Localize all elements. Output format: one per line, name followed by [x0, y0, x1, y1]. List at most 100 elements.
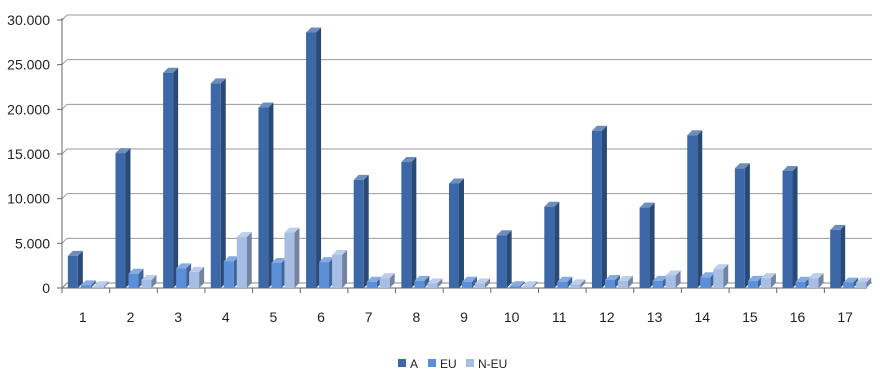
bar-top — [795, 276, 811, 282]
bar-front — [700, 277, 711, 288]
bar-top — [782, 165, 798, 171]
bar-side — [363, 174, 369, 288]
gridline-side — [61, 148, 68, 155]
bar-front — [414, 280, 425, 288]
bar-A-11 — [544, 201, 560, 288]
bar-front — [856, 282, 867, 288]
bar-side — [840, 224, 846, 288]
bar-side — [151, 274, 157, 288]
bar-N-EU-5 — [284, 227, 300, 288]
bar-side — [389, 273, 395, 288]
bar-N-EU-13 — [665, 270, 681, 288]
gridline-side — [61, 103, 68, 110]
bar-top — [509, 281, 525, 287]
bar-side — [567, 276, 573, 288]
bar-side — [103, 281, 109, 288]
bar-A-7 — [353, 174, 369, 288]
bar-side — [424, 275, 430, 288]
bar-side — [459, 178, 464, 288]
bar-side — [411, 157, 417, 288]
bar-side — [125, 148, 131, 288]
bar-side — [220, 78, 226, 288]
bar-front — [163, 72, 174, 288]
bar-top — [379, 273, 395, 279]
legend-label: A — [410, 357, 418, 371]
bar-side — [485, 278, 490, 288]
bar-EU-5 — [271, 257, 287, 288]
bar-top — [128, 268, 144, 274]
bar-front — [782, 170, 793, 288]
x-category-label: 16 — [790, 309, 806, 325]
bar-front — [258, 107, 269, 289]
bar-front — [115, 153, 126, 288]
bar-side — [246, 232, 252, 288]
bar-side — [601, 125, 607, 288]
bar-top — [353, 174, 369, 180]
x-category-label: 5 — [270, 309, 278, 325]
x-category-label: 17 — [837, 309, 853, 325]
bars — [67, 27, 872, 289]
bar-EU-8 — [414, 275, 430, 288]
bar-EU-6 — [319, 257, 335, 288]
x-category-label: 12 — [599, 309, 615, 325]
bar-top — [80, 280, 96, 286]
y-tick-label: 30.000 — [7, 12, 50, 28]
bar-top — [808, 273, 824, 279]
bar-side — [199, 266, 205, 288]
x-category-label: 8 — [412, 309, 420, 325]
bar-front — [570, 284, 581, 288]
bar-side — [792, 165, 798, 288]
bar-front — [509, 286, 520, 288]
bar-front — [617, 280, 628, 288]
bar-A-8 — [401, 157, 417, 288]
bar-EU-17 — [843, 277, 859, 288]
bar-A-16 — [782, 165, 798, 288]
bar-N-EU-9 — [475, 278, 490, 288]
x-category-label: 6 — [317, 309, 325, 325]
bar-front — [544, 206, 555, 288]
bar-side — [532, 281, 538, 288]
x-category-label: 2 — [127, 309, 135, 325]
bar-top — [427, 278, 443, 284]
bar-front — [462, 281, 472, 288]
bar-EU-12 — [604, 274, 620, 288]
bar-top — [163, 67, 179, 73]
floor-edge — [61, 282, 68, 289]
bar-side — [316, 27, 322, 289]
bar-N-EU-16 — [808, 273, 824, 288]
bar-EU-4 — [223, 256, 239, 288]
bar-front — [449, 183, 459, 288]
bar-top — [189, 266, 205, 272]
bar-side — [853, 277, 859, 288]
bar-front — [223, 261, 234, 288]
legend-swatch — [466, 359, 474, 367]
bar-N-EU-7 — [379, 273, 395, 288]
bar-N-EU-6 — [332, 249, 348, 288]
bar-side — [77, 250, 83, 288]
bar-front — [591, 130, 602, 288]
bar-N-EU-2 — [141, 274, 157, 288]
legend-item-EU: EU — [428, 357, 457, 371]
x-category-label: 9 — [460, 309, 468, 325]
bar-top — [366, 276, 382, 282]
bar-top — [67, 250, 83, 256]
bar-N-EU-4 — [236, 232, 252, 288]
bar-top — [414, 275, 430, 281]
bar-A-2 — [115, 148, 131, 288]
bar-front — [652, 280, 663, 288]
bar-A-1 — [67, 250, 83, 288]
bar-top — [843, 277, 859, 283]
bar-A-14 — [687, 130, 703, 288]
bar-top — [747, 275, 763, 281]
grid-lines — [61, 14, 872, 289]
bar-front — [843, 282, 854, 288]
bar-side — [437, 278, 443, 288]
y-tick-label: 10.000 — [7, 191, 50, 207]
bar-top — [306, 27, 322, 33]
bar-side — [173, 67, 179, 288]
bar-front — [604, 279, 615, 288]
bar-front — [639, 207, 650, 288]
bar-N-EU-3 — [189, 266, 205, 288]
bar-EU-13 — [652, 275, 668, 288]
